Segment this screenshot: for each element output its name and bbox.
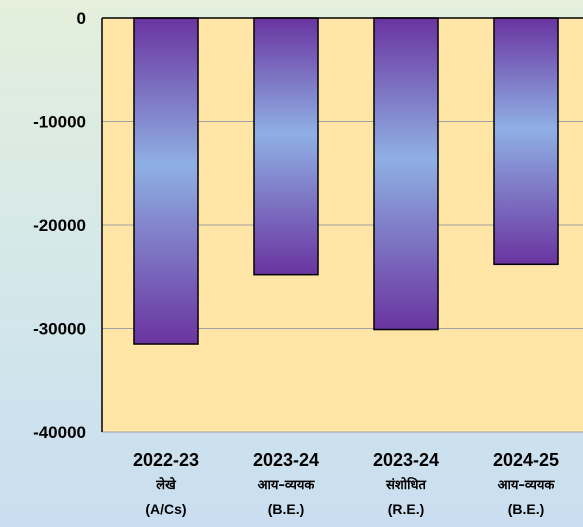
x-tick-label-type: आय–व्ययक <box>258 478 316 493</box>
y-tick-label: 0 <box>77 9 86 28</box>
y-tick-labels: 0 -10000 -20000 -30000 -40000 <box>33 9 86 442</box>
x-tick-label-year: 2023-24 <box>253 450 319 470</box>
y-tick-label: -30000 <box>33 320 86 339</box>
x-tick-label-code: (B.E.) <box>268 501 305 517</box>
y-tick-label: -10000 <box>33 113 86 132</box>
bar <box>253 17 319 276</box>
x-category-labels: 2022-23 लेखे (A/Cs) 2023-24 आय–व्ययक (B.E.) 20… <box>133 450 559 517</box>
x-tick-label-year: 2023-24 <box>373 450 439 470</box>
bars <box>133 17 559 345</box>
x-tick-label-code: (R.E.) <box>388 501 425 517</box>
y-tick-label: -40000 <box>33 423 86 442</box>
bar <box>493 17 559 266</box>
x-tick-label-type: आय–व्ययक <box>498 478 556 493</box>
bar <box>373 17 439 331</box>
x-tick-label-type: संशोधित <box>385 477 426 493</box>
x-tick-label-code: (A/Cs) <box>145 501 186 517</box>
x-tick-label-year: 2022-23 <box>133 450 199 470</box>
x-tick-label-year: 2024-25 <box>493 450 559 470</box>
x-tick-label-type: लेखे <box>155 477 177 493</box>
bar <box>133 17 199 345</box>
x-tick-label-code: (B.E.) <box>508 501 545 517</box>
y-tick-label: -20000 <box>33 216 86 235</box>
